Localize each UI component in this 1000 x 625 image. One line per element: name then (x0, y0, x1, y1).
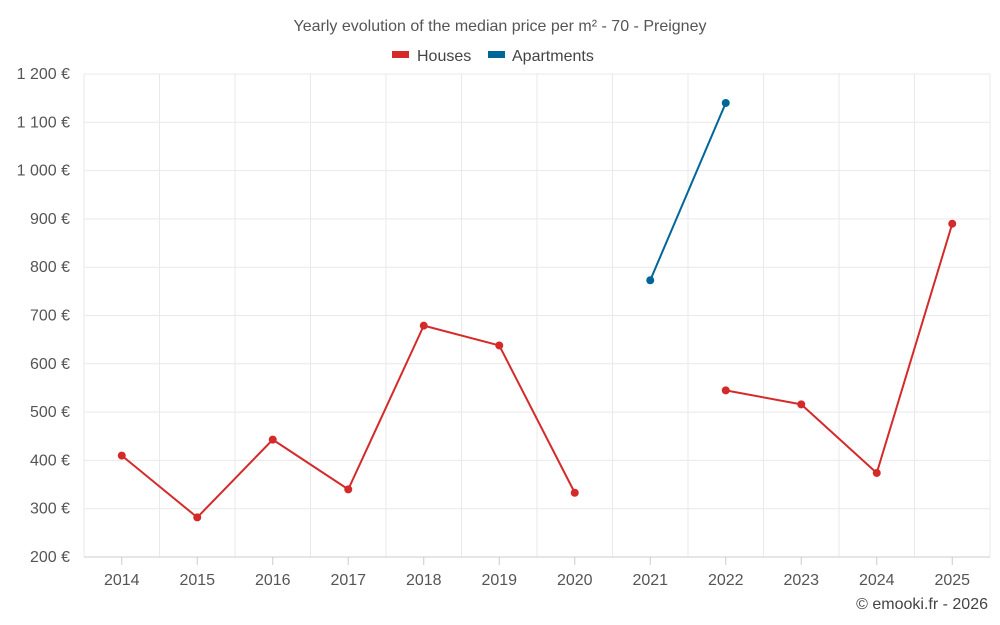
x-tick-label: 2022 (708, 572, 744, 589)
series-apartments (646, 98, 730, 285)
y-tick-label: 800 € (30, 259, 70, 276)
y-tick-label: 1 200 € (17, 66, 70, 83)
x-tick-label: 2015 (179, 572, 215, 589)
y-tick-label: 600 € (30, 356, 70, 373)
x-tick-label: 2016 (255, 572, 291, 589)
houses-point-2016 (268, 435, 277, 444)
x-axis-ticks: 2014 2015 2016 2017 2018 2019 2020 2021 2022 2023… (104, 557, 970, 589)
x-tick-label: 2017 (330, 572, 366, 589)
legend-swatch-houses (392, 51, 409, 58)
x-gridlines (83, 74, 991, 557)
houses-point-2017 (344, 485, 353, 494)
x-tick-label: 2019 (481, 572, 517, 589)
houses-point-2015 (193, 513, 202, 522)
x-tick-label: 2014 (104, 572, 140, 589)
houses-point-2023 (797, 400, 806, 409)
y-tick-label: 1 100 € (17, 114, 70, 131)
houses-point-2025 (948, 219, 957, 228)
apartments-line (649, 102, 727, 281)
legend-label-houses: Houses (417, 48, 471, 65)
y-tick-label: 900 € (30, 211, 70, 228)
legend: Houses Apartments (392, 48, 594, 65)
y-tick-label: 200 € (30, 549, 70, 566)
legend-swatch-apartments (488, 51, 505, 58)
houses-point-2019 (495, 341, 504, 350)
y-tick-label: 1 000 € (17, 163, 70, 180)
x-tick-label: 2023 (783, 572, 819, 589)
y-tick-label: 300 € (30, 501, 70, 518)
apartments-point-2022 (721, 98, 730, 107)
x-tick-label: 2018 (406, 572, 442, 589)
houses-point-2018 (419, 321, 428, 330)
y-tick-label: 400 € (30, 452, 70, 469)
x-tick-label: 2024 (859, 572, 895, 589)
y-axis-ticks: 200 € 300 € 400 € 500 € 600 € 700 € 800 € 900 €… (17, 66, 70, 566)
x-tick-label: 2025 (934, 572, 970, 589)
y-tick-label: 500 € (30, 404, 70, 421)
houses-point-2014 (117, 451, 126, 460)
houses-point-2024 (872, 468, 881, 477)
series-layer (117, 98, 957, 522)
houses-line (725, 223, 954, 474)
houses-point-2020 (570, 488, 579, 497)
x-tick-label: 2020 (557, 572, 593, 589)
x-tick-label: 2021 (632, 572, 668, 589)
houses-point-2022 (721, 386, 730, 395)
chart-title: Yearly evolution of the median price per… (294, 18, 707, 35)
apartments-point-2021 (646, 276, 655, 285)
y-tick-label: 700 € (30, 308, 70, 325)
credit-text: © emooki.fr - 2026 (856, 596, 988, 613)
legend-label-apartments: Apartments (512, 48, 594, 65)
series-houses (117, 219, 957, 522)
